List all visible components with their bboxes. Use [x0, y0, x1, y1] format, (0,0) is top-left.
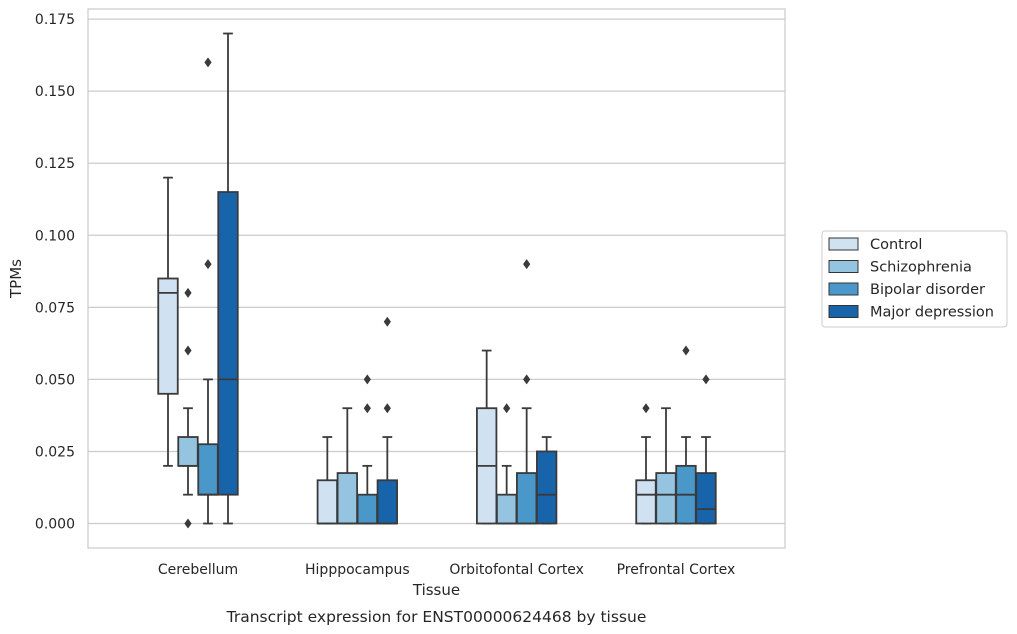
outlier-point-0: [184, 518, 192, 529]
plot-frame: [87, 8, 786, 549]
box-body: [695, 472, 717, 525]
legend-item-3: Major depression: [828, 305, 994, 321]
legend-label: Bipolar disorder: [870, 282, 985, 298]
y-tick-label-5: 0.125: [35, 156, 75, 172]
x-tick-labels: Cerebellum Hipppocampus Orbitofontal Corte…: [158, 562, 735, 578]
legend-label: Major depression: [870, 305, 994, 321]
box-2-2: [516, 259, 538, 525]
y-tick-label-7: 0.175: [35, 12, 75, 28]
box-2-1: [496, 403, 518, 525]
box-body: [516, 472, 538, 525]
x-tick-label-2: Orbitofontal Cortex: [449, 562, 584, 578]
box-body: [336, 472, 358, 525]
legend-label: Schizophrenia: [870, 260, 972, 276]
box-0-0: [157, 176, 179, 467]
legend-swatch: [828, 305, 859, 318]
outlier-point-0: [682, 345, 690, 356]
box-body: [316, 479, 338, 525]
box-0-1: [177, 287, 199, 529]
legend-swatch: [828, 282, 859, 296]
box-body: [635, 479, 657, 525]
legend-item-1: Schizophrenia: [828, 260, 972, 276]
box-body: [536, 450, 558, 525]
box-body: [376, 479, 398, 525]
outlier-point-1: [363, 374, 371, 385]
y-tick-label-0: 0.000: [35, 517, 75, 533]
outlier-point-0: [702, 374, 710, 385]
legend-label: Control: [870, 237, 922, 253]
box-body: [157, 277, 179, 395]
y-tick-label-2: 0.050: [35, 372, 75, 388]
box-3-1: [655, 407, 677, 525]
outlier-point-2: [184, 287, 192, 298]
legend-swatch: [828, 237, 859, 251]
legend-swatch: [828, 260, 859, 273]
outlier-point-1: [523, 259, 531, 270]
outlier-point-0: [363, 403, 371, 414]
y-tick-label-4: 0.100: [35, 228, 75, 244]
box-0-2: [197, 57, 219, 525]
y-tick-label-3: 0.075: [35, 300, 75, 316]
legend-item-2: Bipolar disorder: [828, 282, 985, 298]
outlier-point-1: [204, 57, 212, 68]
box-body: [197, 443, 219, 496]
y-tick-labels: 0.000 0.025 0.050 0.075 0.100 0.125 0.150 0.175: [35, 12, 75, 532]
outlier-point-0: [642, 403, 650, 414]
box-body: [655, 472, 677, 525]
x-tick-label-1: Hipppocampus: [305, 562, 410, 578]
outlier-point-1: [184, 345, 192, 356]
legend-item-0: Control: [828, 237, 922, 253]
box-body: [496, 493, 518, 525]
box-2-0: [476, 349, 498, 525]
box-3-3: [695, 374, 717, 525]
box-1-0: [316, 436, 338, 525]
y-axis-label: TPMs: [7, 259, 25, 299]
box-body: [177, 436, 199, 467]
x-axis-label: Tissue: [412, 581, 460, 599]
x-tick-label-0: Cerebellum: [158, 562, 238, 578]
box-body: [217, 191, 239, 496]
outlier-point-0: [503, 403, 511, 414]
outlier-point-0: [383, 403, 391, 414]
chart-caption: Transcript expression for ENST0000062446…: [226, 608, 647, 626]
box-2-3: [536, 436, 558, 525]
box-1-3: [376, 316, 398, 525]
legend: Control Schizophrenia Bipolar disorder Majo…: [821, 230, 1008, 328]
box-body: [356, 493, 378, 525]
box-1-2: [356, 374, 378, 525]
outlier-point-1: [383, 316, 391, 327]
legend-frame: [821, 230, 1008, 328]
box-0-3: [217, 32, 239, 525]
box-3-2: [675, 345, 697, 525]
outlier-point-0: [204, 259, 212, 270]
x-tick-label-3: Prefrontal Cortex: [617, 562, 736, 578]
outlier-point-0: [523, 374, 531, 385]
y-tick-label-1: 0.025: [35, 444, 75, 460]
boxes: [157, 32, 717, 529]
y-tick-label-6: 0.150: [35, 84, 75, 100]
